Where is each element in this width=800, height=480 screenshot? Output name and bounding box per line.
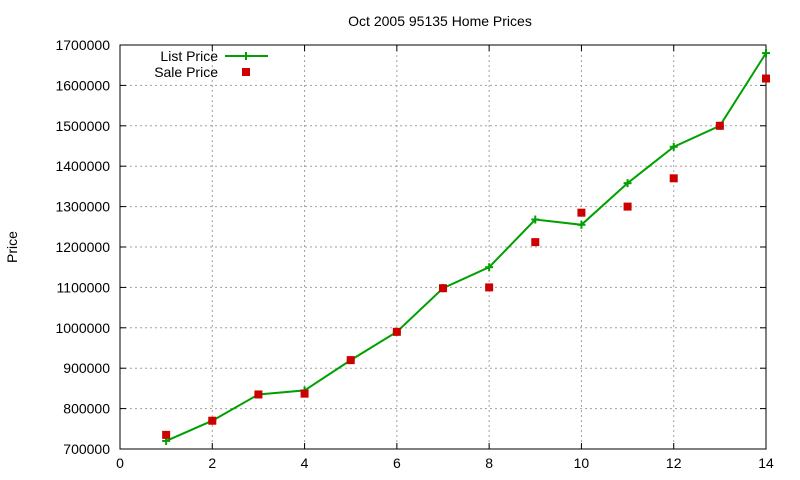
- y-tick-label: 1700000: [55, 37, 110, 53]
- list-price-point: [762, 49, 770, 58]
- y-tick-label: 800000: [63, 401, 110, 417]
- list-price-point: [669, 142, 678, 151]
- x-tick-label: 12: [666, 455, 682, 471]
- y-tick-label: 1500000: [55, 118, 110, 134]
- series: [162, 49, 770, 445]
- sale-price-point: [531, 238, 540, 247]
- sale-price-point: [254, 390, 263, 399]
- sale-price-point: [577, 208, 586, 217]
- x-tick-label: 8: [485, 455, 493, 471]
- y-tick-label: 1000000: [55, 320, 110, 336]
- x-tick-label: 14: [758, 455, 774, 471]
- sale-price-point: [346, 356, 355, 365]
- x-tick-label: 2: [208, 455, 216, 471]
- list-price-point: [485, 263, 494, 272]
- sale-price-point: [208, 416, 217, 425]
- y-tick-label: 700000: [63, 441, 110, 457]
- sale-price-point: [762, 74, 770, 83]
- legend-label: Sale Price: [154, 64, 218, 80]
- sale-price-point: [715, 121, 724, 130]
- x-tick-label: 4: [301, 455, 309, 471]
- series-line: [165, 52, 767, 442]
- list-price-point: [577, 220, 586, 229]
- y-tick-label: 900000: [63, 360, 110, 376]
- y-axis-label: Price: [4, 231, 20, 263]
- axes: 0 2 4 6 8 10 12 14 700000 800000 900000 1000000 1100…: [55, 37, 774, 471]
- sale-price-point: [162, 430, 171, 439]
- y-tick-label: 1600000: [55, 77, 110, 93]
- sale-price-point: [485, 283, 494, 292]
- legend-label: List Price: [160, 48, 218, 64]
- sale-price-point: [669, 174, 678, 183]
- legend-plus-marker: [242, 52, 250, 60]
- sale-price-point: [300, 389, 309, 398]
- y-tick-label: 1200000: [55, 239, 110, 255]
- grid: [120, 45, 766, 449]
- sale-price-point: [623, 202, 632, 211]
- x-tick-label: 0: [116, 455, 124, 471]
- chart-title: Oct 2005 95135 Home Prices: [348, 13, 532, 29]
- y-tick-label: 1100000: [57, 279, 111, 295]
- series-sale-price: [162, 74, 770, 439]
- plot-border: [119, 44, 767, 450]
- sale-price-point: [439, 284, 447, 293]
- y-tick-label: 1300000: [55, 199, 110, 215]
- sale-price-point: [392, 327, 401, 336]
- legend-square-marker: [242, 68, 250, 76]
- x-tick-label: 10: [574, 455, 590, 471]
- list-price-point: [531, 215, 540, 224]
- x-tick-label: 6: [393, 455, 401, 471]
- list-price-point: [623, 179, 632, 188]
- y-tick-label: 1400000: [55, 158, 110, 174]
